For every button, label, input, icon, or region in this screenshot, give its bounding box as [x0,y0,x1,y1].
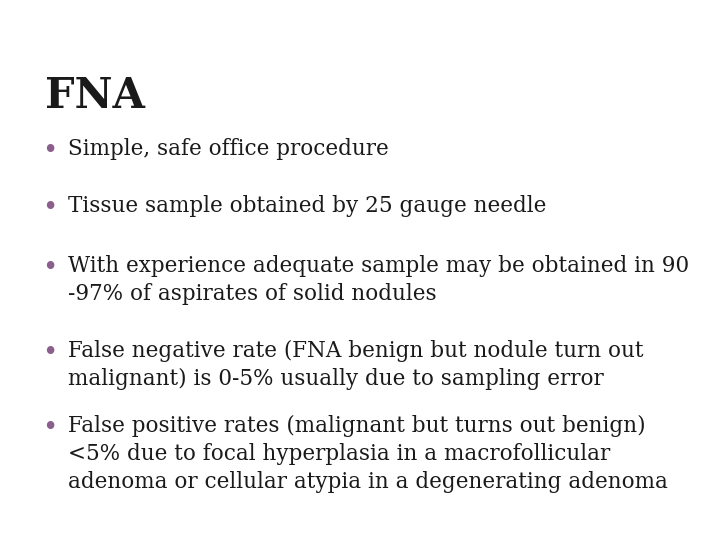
Text: •: • [42,195,58,220]
Text: With experience adequate sample may be obtained in 90
-97% of aspirates of solid: With experience adequate sample may be o… [68,255,689,305]
Text: •: • [42,138,58,163]
Text: Simple, safe office procedure: Simple, safe office procedure [68,138,389,160]
Text: False negative rate (FNA benign but nodule turn out
malignant) is 0-5% usually d: False negative rate (FNA benign but nodu… [68,340,644,390]
Text: •: • [42,255,58,280]
Text: Tissue sample obtained by 25 gauge needle: Tissue sample obtained by 25 gauge needl… [68,195,546,217]
Text: •: • [42,415,58,440]
Text: FNA: FNA [45,75,145,117]
Text: False positive rates (malignant but turns out benign)
<5% due to focal hyperplas: False positive rates (malignant but turn… [68,415,668,493]
Text: •: • [42,340,58,365]
